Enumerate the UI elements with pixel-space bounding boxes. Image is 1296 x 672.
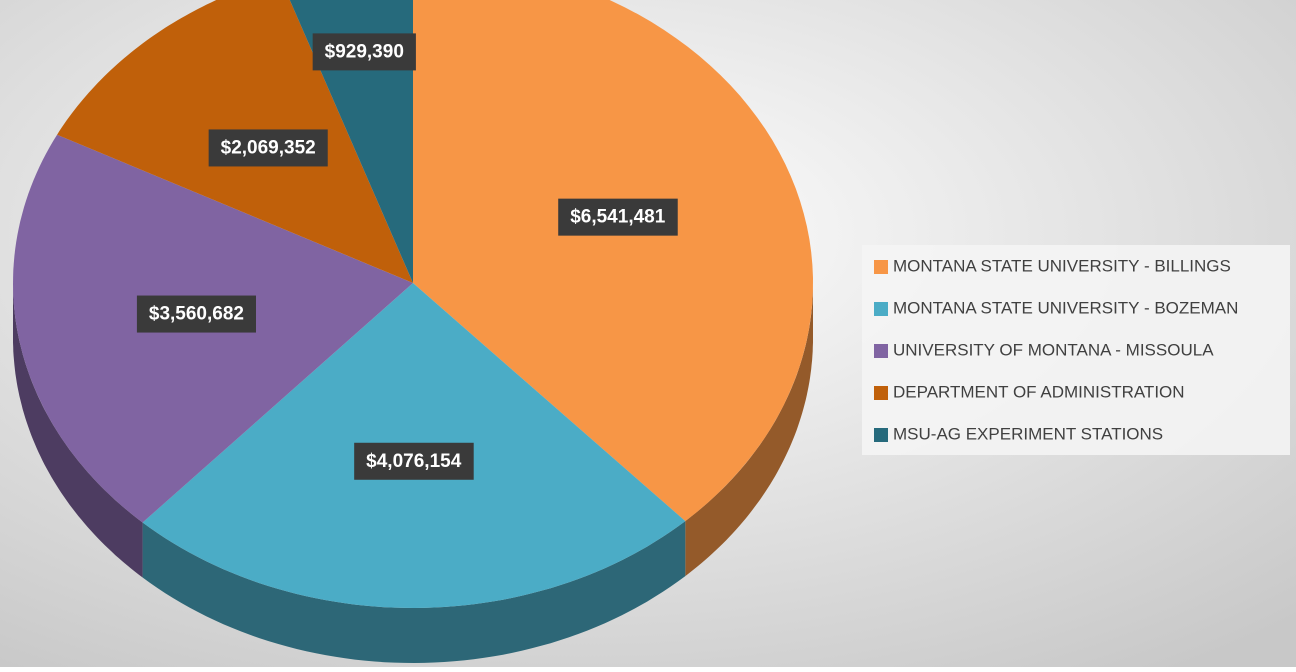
data-label: $4,076,154 <box>366 451 462 472</box>
legend-box <box>862 245 1290 455</box>
legend-swatch <box>874 428 888 442</box>
data-label: $6,541,481 <box>570 207 666 228</box>
data-label: $929,390 <box>325 41 404 62</box>
pie-side <box>685 283 813 577</box>
legend-label: MSU-AG EXPERIMENT STATIONS <box>893 424 1163 443</box>
data-label-box <box>136 295 256 333</box>
data-label-box <box>312 33 416 71</box>
legend-label: MONTANA STATE UNIVERSITY - BILLINGS <box>893 256 1231 275</box>
data-label-box <box>208 129 328 167</box>
legend-swatch <box>874 260 888 274</box>
pie-side <box>13 283 143 578</box>
pie-slice <box>413 0 813 522</box>
pie-sides <box>13 283 813 663</box>
pie-slice <box>289 0 413 283</box>
pie-side <box>142 521 686 663</box>
legend-label: DEPARTMENT OF ADMINISTRATION <box>893 382 1185 401</box>
legend-label: MONTANA STATE UNIVERSITY - BOZEMAN <box>893 298 1238 317</box>
data-label: $2,069,352 <box>221 137 316 158</box>
legend-label: UNIVERSITY OF MONTANA - MISSOULA <box>893 340 1214 359</box>
legend-swatch <box>874 302 888 316</box>
legend-swatch <box>874 386 888 400</box>
data-label: $3,560,682 <box>149 304 244 325</box>
data-labels: $6,541,481 $4,076,154 $3,560,682 $2,069,352… <box>136 33 678 480</box>
legend: MONTANA STATE UNIVERSITY - BILLINGS MONTA… <box>874 256 1238 443</box>
data-label-box <box>558 198 678 236</box>
data-label-box <box>354 442 474 480</box>
legend-swatch <box>874 344 888 358</box>
